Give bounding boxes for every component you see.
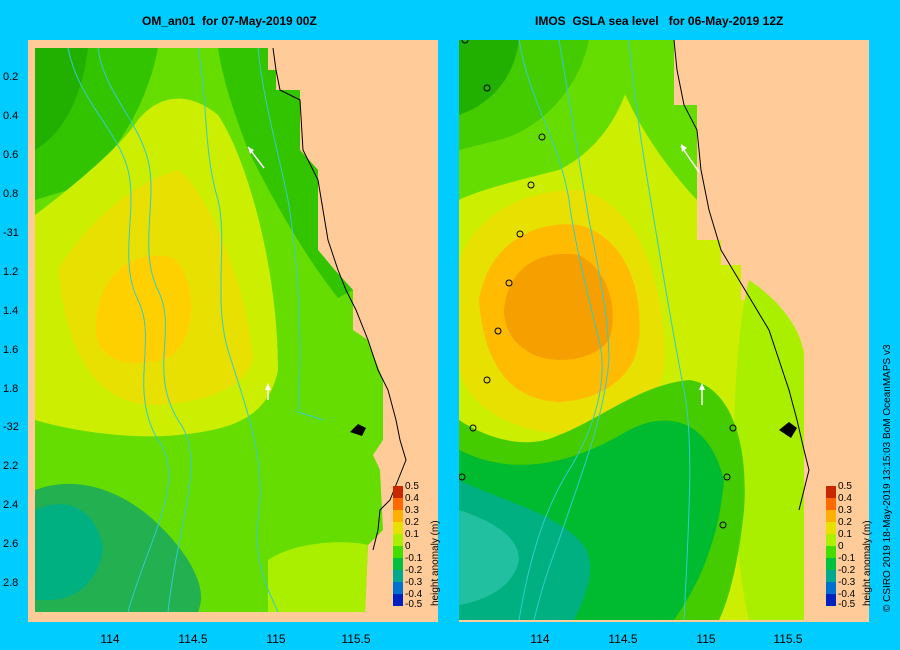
colorbar-swatch xyxy=(393,510,403,522)
lat-label: 1.2 xyxy=(3,266,19,278)
colorbar-tick: 0.2 xyxy=(838,517,852,528)
colorbar-swatch xyxy=(826,558,836,570)
left-map xyxy=(28,40,438,622)
colorbar-swatch xyxy=(826,534,836,546)
colorbar-swatch xyxy=(393,498,403,510)
lat-label: -31 xyxy=(3,227,19,239)
colorbar-tick: -0.1 xyxy=(838,553,856,564)
left-map-panel xyxy=(28,40,438,622)
right-map xyxy=(459,40,869,622)
colorbar-tick: -0.1 xyxy=(405,553,423,564)
colorbar-swatch xyxy=(826,594,836,606)
lat-label: 1.6 xyxy=(3,344,19,356)
colorbar-tick: 0.3 xyxy=(838,505,852,516)
lon-label: 115 xyxy=(266,632,286,646)
lat-label: -32 xyxy=(3,421,19,433)
colorbar-tick: -0.3 xyxy=(838,577,856,588)
lat-label: 2.2 xyxy=(3,460,19,472)
lat-label: 0.4 xyxy=(3,110,19,122)
colorbar-swatch xyxy=(826,498,836,510)
right-panel-title: IMOS GSLA sea level for 06-May-2019 12Z xyxy=(535,14,784,28)
lat-label: 2.6 xyxy=(3,538,19,550)
lon-label: 114 xyxy=(530,632,550,646)
lon-label: 115.5 xyxy=(341,632,371,646)
lat-label: 1.4 xyxy=(3,305,19,317)
left-colorbar-title: height anomaly (m) xyxy=(430,520,441,606)
colorbar-tick: 0.1 xyxy=(405,529,419,540)
colorbar-swatch xyxy=(826,570,836,582)
colorbar-swatch xyxy=(826,510,836,522)
colorbar-tick: -0.4 xyxy=(405,589,423,600)
colorbar-swatch xyxy=(826,522,836,534)
lat-label: 2.8 xyxy=(3,577,19,589)
lon-label: 115.5 xyxy=(773,632,803,646)
colorbar-tick: -0.3 xyxy=(405,577,423,588)
colorbar-swatch xyxy=(393,486,403,498)
colorbar-swatch xyxy=(393,570,403,582)
left-panel-title: OM_an01 for 07-May-2019 00Z xyxy=(142,14,317,28)
colorbar-swatch xyxy=(393,522,403,534)
colorbar-tick: -0.2 xyxy=(405,565,423,576)
colorbar-tick: -0.4 xyxy=(838,589,856,600)
left-colorbar xyxy=(393,486,403,606)
lon-label: 114.5 xyxy=(178,632,208,646)
colorbar-tick: -0.5 xyxy=(838,599,856,610)
lon-label: 114.5 xyxy=(608,632,638,646)
lon-label: 114 xyxy=(100,632,120,646)
colorbar-tick: 0.5 xyxy=(405,481,419,492)
colorbar-swatch xyxy=(826,582,836,594)
colorbar-swatch xyxy=(393,534,403,546)
colorbar-tick: 0.4 xyxy=(405,493,419,504)
colorbar-tick: 0.5 xyxy=(838,481,852,492)
colorbar-tick: 0 xyxy=(405,541,411,552)
colorbar-swatch xyxy=(393,594,403,606)
colorbar-swatch xyxy=(393,558,403,570)
colorbar-tick: -0.2 xyxy=(838,565,856,576)
copyright-notice: © CSIRO 2019 18-May-2019 13:15:03 BoM Oc… xyxy=(882,344,893,612)
right-map-panel xyxy=(459,40,869,622)
colorbar-tick: 0.1 xyxy=(838,529,852,540)
colorbar-swatch xyxy=(826,546,836,558)
lat-label: 1.8 xyxy=(3,383,19,395)
lat-label: 2.4 xyxy=(3,499,19,511)
lat-label: 0.6 xyxy=(3,149,19,161)
colorbar-tick: 0.3 xyxy=(405,505,419,516)
lon-label: 115 xyxy=(696,632,716,646)
right-colorbar-title: height anomaly (m) xyxy=(862,520,873,606)
colorbar-swatch xyxy=(393,546,403,558)
colorbar-swatch xyxy=(826,486,836,498)
right-colorbar xyxy=(826,486,836,606)
colorbar-tick: 0.4 xyxy=(838,493,852,504)
colorbar-tick: 0 xyxy=(838,541,844,552)
colorbar-tick: -0.5 xyxy=(405,599,423,610)
colorbar-tick: 0.2 xyxy=(405,517,419,528)
lat-label: 0.2 xyxy=(3,71,19,83)
colorbar-swatch xyxy=(393,582,403,594)
lat-label: 0.8 xyxy=(3,188,19,200)
